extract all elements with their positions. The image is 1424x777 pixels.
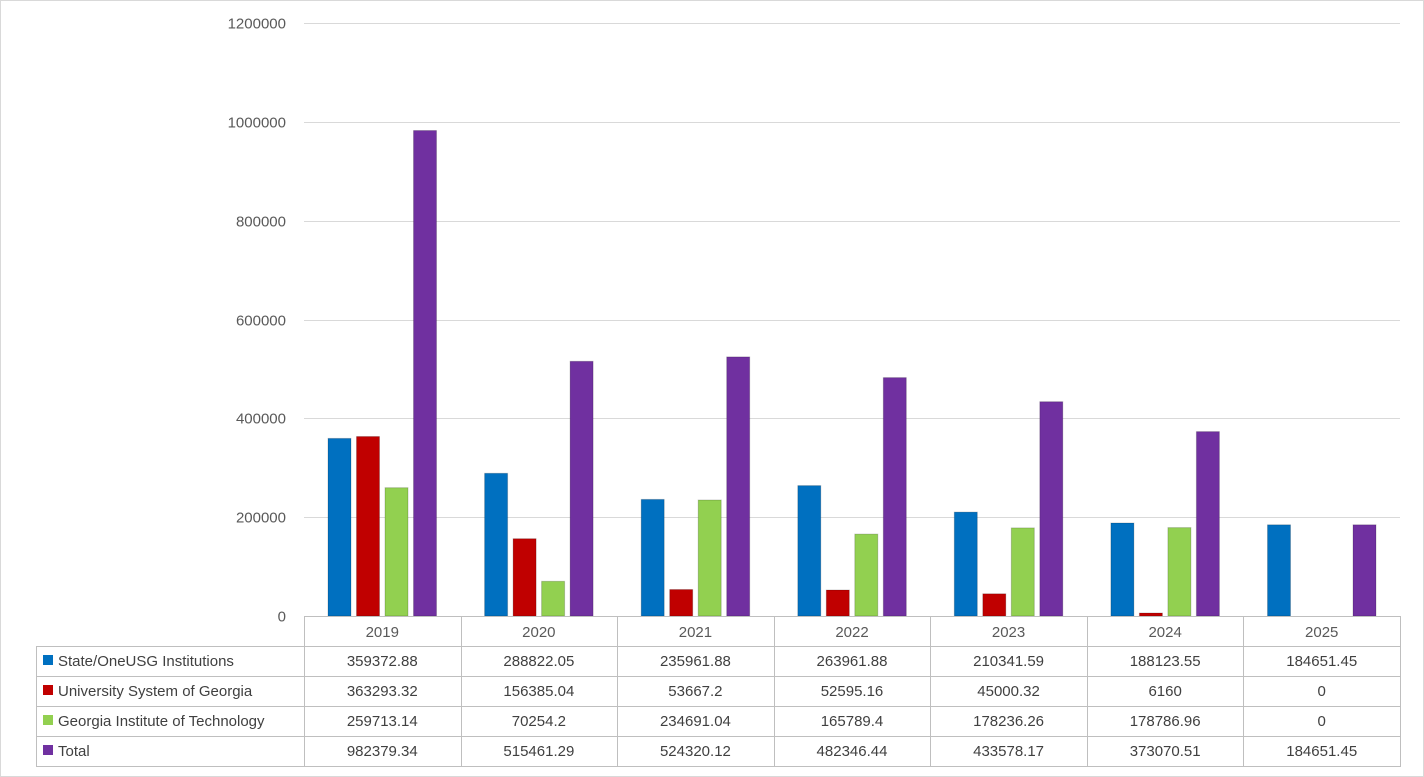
table-cell-value: 982379.34 xyxy=(347,743,418,760)
bar xyxy=(484,472,509,617)
table-cell-value: 188123.55 xyxy=(1130,653,1201,670)
bar xyxy=(1167,527,1192,617)
table-cell-value: 6160 xyxy=(1148,683,1181,700)
bar xyxy=(1352,524,1377,617)
legend-key xyxy=(43,685,53,695)
table-cell-value: 234691.04 xyxy=(660,713,731,730)
table-cell-value: 515461.29 xyxy=(503,743,574,760)
table-cell-value: 165789.4 xyxy=(821,713,884,730)
x-tick-label: 2025 xyxy=(1305,624,1338,641)
legend-label: Total xyxy=(58,743,90,760)
bar xyxy=(569,360,594,617)
bar xyxy=(413,130,437,617)
y-tick-label: 600000 xyxy=(236,313,286,330)
table-cell-value: 363293.32 xyxy=(347,683,418,700)
table-cell-value: 0 xyxy=(1318,683,1326,700)
bar xyxy=(1110,522,1135,617)
table-cell-value: 433578.17 xyxy=(973,743,1044,760)
bar xyxy=(512,538,537,617)
table-cell-value: 178236.26 xyxy=(973,713,1044,730)
table-cell-value: 482346.44 xyxy=(817,743,888,760)
table-cell-value: 0 xyxy=(1318,713,1326,730)
bar xyxy=(541,580,566,617)
bar xyxy=(797,485,822,617)
x-tick-label: 2022 xyxy=(835,624,868,641)
table-cell-value: 70254.2 xyxy=(512,713,566,730)
table-cell-value: 45000.32 xyxy=(977,683,1040,700)
legend-label: University System of Georgia xyxy=(58,683,253,700)
bar xyxy=(1039,401,1064,617)
table-cell-value: 184651.45 xyxy=(1286,653,1357,670)
bars xyxy=(327,130,1377,617)
bar xyxy=(356,436,380,617)
bar xyxy=(825,589,850,617)
y-tick-label: 1000000 xyxy=(228,115,286,132)
gridlines xyxy=(304,23,1400,518)
bar xyxy=(726,356,751,617)
y-tick-label: 200000 xyxy=(236,510,286,527)
legend-label: Georgia Institute of Technology xyxy=(58,713,265,730)
table-cell-value: 263961.88 xyxy=(817,653,888,670)
bar xyxy=(697,499,722,617)
table-cell-value: 156385.04 xyxy=(503,683,574,700)
legend-key xyxy=(43,715,53,725)
bar xyxy=(1195,431,1220,617)
table-cell-value: 259713.14 xyxy=(347,713,418,730)
legend-key xyxy=(43,655,53,665)
bar xyxy=(854,533,879,617)
y-tick-label: 400000 xyxy=(236,411,286,428)
table-cell-value: 178786.96 xyxy=(1130,713,1201,730)
bar xyxy=(953,511,978,617)
bar xyxy=(327,437,352,617)
legend-label: State/OneUSG Institutions xyxy=(58,653,234,670)
y-tick-label: 0 xyxy=(278,609,286,626)
table-cell-value: 524320.12 xyxy=(660,743,731,760)
y-tick-label: 800000 xyxy=(236,214,286,231)
y-tick-label: 1200000 xyxy=(228,16,286,33)
legend-key xyxy=(43,745,53,755)
x-tick-label: 2021 xyxy=(679,624,712,641)
table-cell-value: 373070.51 xyxy=(1130,743,1201,760)
bar xyxy=(384,487,409,617)
bar xyxy=(640,498,665,617)
table-cell-value: 52595.16 xyxy=(821,683,884,700)
bar xyxy=(982,593,1007,617)
x-tick-label: 2020 xyxy=(522,624,555,641)
table-cell-value: 184651.45 xyxy=(1286,743,1357,760)
table-cell-value: 53667.2 xyxy=(668,683,722,700)
bar xyxy=(1267,524,1291,617)
y-axis-tick-labels: 0 200000 400000 600000 800000 1000000 1200000 xyxy=(228,16,286,626)
table-cell-value: 288822.05 xyxy=(503,653,574,670)
table-cell-value: 359372.88 xyxy=(347,653,418,670)
table-cell-value: 210341.59 xyxy=(973,653,1044,670)
bar xyxy=(882,377,907,617)
x-tick-label: 2023 xyxy=(992,624,1025,641)
bar xyxy=(1138,612,1163,617)
data-table: 2019 2020 2021 2022 2023 2024 2025 State/OneUSG… xyxy=(36,616,1401,767)
bar xyxy=(1010,527,1035,617)
x-tick-label: 2019 xyxy=(366,624,399,641)
x-tick-label: 2024 xyxy=(1148,624,1181,641)
bar xyxy=(669,589,694,617)
table-cell-value: 235961.88 xyxy=(660,653,731,670)
